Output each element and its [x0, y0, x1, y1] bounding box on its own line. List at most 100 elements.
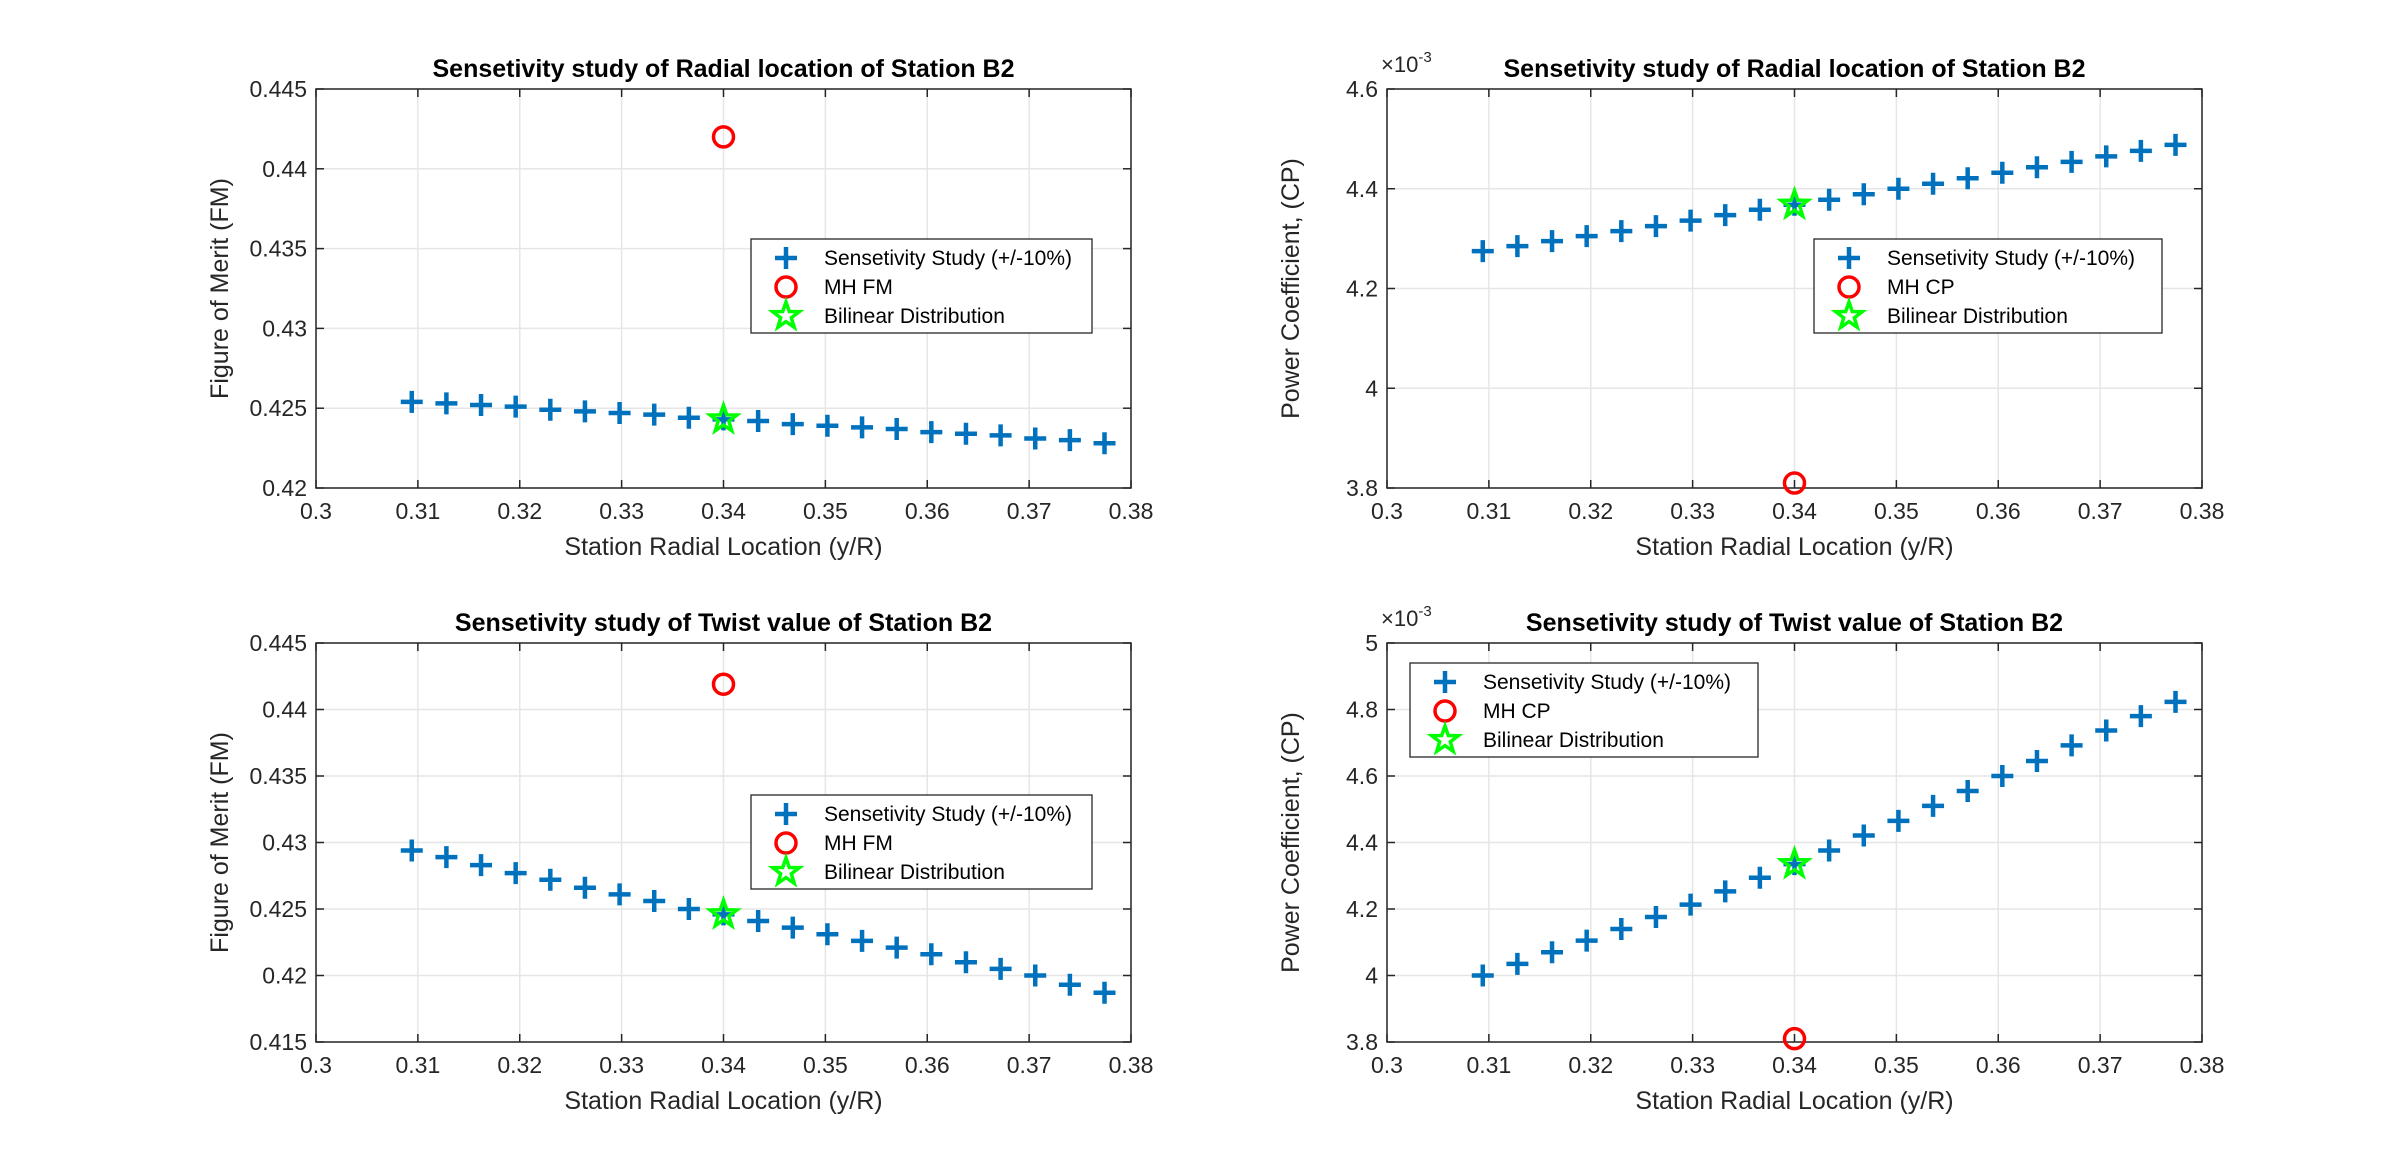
- data-point-plus: [1852, 183, 1875, 206]
- chart-title: Sensetivity study of Radial location of …: [432, 55, 1014, 83]
- data-point-plus: [608, 883, 631, 906]
- legend: Sensetivity Study (+/-10%) MH FM Bilinear …: [750, 794, 1093, 890]
- y-tick-label: 4.6: [1346, 76, 1378, 102]
- legend-label: MH FM: [824, 276, 893, 299]
- data-point-plus: [677, 898, 700, 920]
- data-point-plus: [1541, 941, 1564, 964]
- y-axis-label: Power Coefficient, (CP): [1277, 712, 1305, 973]
- data-point-plus: [954, 951, 977, 974]
- data-point-plus: [885, 417, 908, 440]
- y-tick-label: 0.445: [249, 630, 307, 656]
- data-point-plus: [1956, 167, 1979, 190]
- legend-marker-plus: [775, 247, 797, 269]
- data-point-plus: [1956, 779, 1979, 802]
- x-axis-label: Station Radial Location (y/R): [564, 1087, 882, 1115]
- legend-label: Sensetivity Study (+/-10%): [1483, 671, 1731, 694]
- legend-box: [750, 794, 1093, 890]
- series-star: [1776, 844, 1813, 880]
- data-point-star: [705, 894, 742, 930]
- data-point-plus: [1058, 429, 1081, 452]
- x-tick-label: 0.34: [1772, 498, 1817, 524]
- exponent-base: ×10: [1381, 52, 1418, 77]
- data-point-plus: [816, 923, 839, 946]
- data-point-plus: [504, 395, 527, 418]
- data-point-plus: [1922, 794, 1945, 817]
- legend-label: MH CP: [1887, 276, 1955, 299]
- y-tick-label: 0.425: [249, 896, 307, 922]
- data-point-plus: [400, 390, 423, 413]
- x-tick-label: 0.3: [300, 1052, 332, 1078]
- x-tick-label: 0.37: [1007, 498, 1052, 524]
- y-tick-label: 4.4: [1346, 830, 1378, 856]
- x-tick-label: 0.3: [1371, 498, 1403, 524]
- x-tick-label: 0.35: [1874, 1052, 1919, 1078]
- data-point-plus: [643, 890, 666, 913]
- x-tick-label: 0.31: [1466, 1052, 1511, 1078]
- data-point-plus: [2025, 750, 2048, 773]
- data-point-plus: [851, 929, 874, 952]
- data-point-plus: [747, 409, 770, 432]
- x-tick-label: 0.36: [1976, 498, 2021, 524]
- data-point-plus: [539, 868, 562, 891]
- y-axis-label: Figure of Merit (FM): [206, 732, 234, 953]
- y-tick-label: 5: [1365, 630, 1378, 656]
- data-point-star: [1776, 844, 1813, 880]
- data-point-plus: [1679, 893, 1702, 916]
- data-point-plus: [1093, 432, 1116, 455]
- legend-marker-star: [767, 296, 805, 332]
- y-tick-label: 0.415: [249, 1029, 307, 1055]
- series-circle: [711, 672, 736, 696]
- x-tick-label: 0.32: [497, 1052, 542, 1078]
- y-axis-label: Figure of Merit (FM): [206, 178, 234, 399]
- legend-label: Bilinear Distribution: [1887, 305, 2068, 328]
- data-point-plus: [435, 392, 458, 415]
- legend-box: [1813, 238, 2163, 334]
- x-tick-label: 0.32: [1568, 498, 1613, 524]
- x-tick-label: 0.36: [905, 1052, 950, 1078]
- series-plus: [1471, 133, 2187, 263]
- x-tick-label: 0.35: [803, 1052, 848, 1078]
- x-tick-label: 0.32: [497, 498, 542, 524]
- legend: Sensetivity Study (+/-10%) MH CP Bilinear …: [1409, 662, 1759, 758]
- data-point-plus: [643, 403, 666, 426]
- data-point-plus: [470, 854, 493, 877]
- data-point-plus: [1024, 427, 1047, 450]
- data-point-plus: [573, 400, 596, 423]
- data-point-plus: [2129, 705, 2152, 728]
- x-tick-label: 0.33: [599, 1052, 644, 1078]
- y-tick-label: 0.445: [249, 76, 307, 102]
- data-point-plus: [1748, 866, 1771, 889]
- y-tick-label: 3.8: [1346, 475, 1378, 501]
- data-point-plus: [1541, 230, 1564, 253]
- data-point-plus: [954, 422, 977, 445]
- data-point-plus: [781, 916, 804, 939]
- data-point-plus: [677, 406, 700, 429]
- y-tick-label: 0.425: [249, 395, 307, 421]
- legend: Sensetivity Study (+/-10%) MH FM Bilinear …: [750, 238, 1093, 334]
- x-axis-label: Station Radial Location (y/R): [1635, 1087, 1953, 1115]
- data-point-plus: [2060, 734, 2083, 757]
- x-tick-label: 0.31: [395, 498, 440, 524]
- data-point-plus: [989, 957, 1012, 980]
- data-point-plus: [608, 401, 631, 424]
- data-point-plus: [1610, 917, 1633, 940]
- subplot-fm-radial-location: 0.3 0.31 0.32 0.33 0.34 0.35 0.36 0.37 0.38 0.42 0…: [206, 55, 1153, 561]
- data-point-plus: [1714, 204, 1737, 227]
- data-point-plus: [2164, 690, 2187, 713]
- y-tick-label: 0.435: [249, 236, 307, 262]
- subplot-cp-radial-location: 0.3 0.31 0.32 0.33 0.34 0.35 0.36 0.37 0.38 3.8 4 4…: [1277, 49, 2224, 561]
- chart-title: Sensetivity study of Twist value of Stat…: [455, 609, 992, 637]
- exponent-base: ×10: [1381, 606, 1418, 631]
- data-point-circle: [711, 125, 736, 149]
- data-point-plus: [2129, 139, 2152, 162]
- x-axis-label: Station Radial Location (y/R): [564, 533, 882, 561]
- data-point-plus: [1922, 172, 1945, 195]
- y-axis-exponent: ×10-3: [1381, 603, 1432, 631]
- x-tick-label: 0.3: [300, 498, 332, 524]
- y-axis-exponent: ×10-3: [1381, 49, 1432, 77]
- data-point-plus: [504, 862, 527, 885]
- x-tick-label: 0.38: [2180, 1052, 2225, 1078]
- x-tick-label: 0.33: [1670, 1052, 1715, 1078]
- chart-title: Sensetivity study of Twist value of Stat…: [1526, 609, 2063, 637]
